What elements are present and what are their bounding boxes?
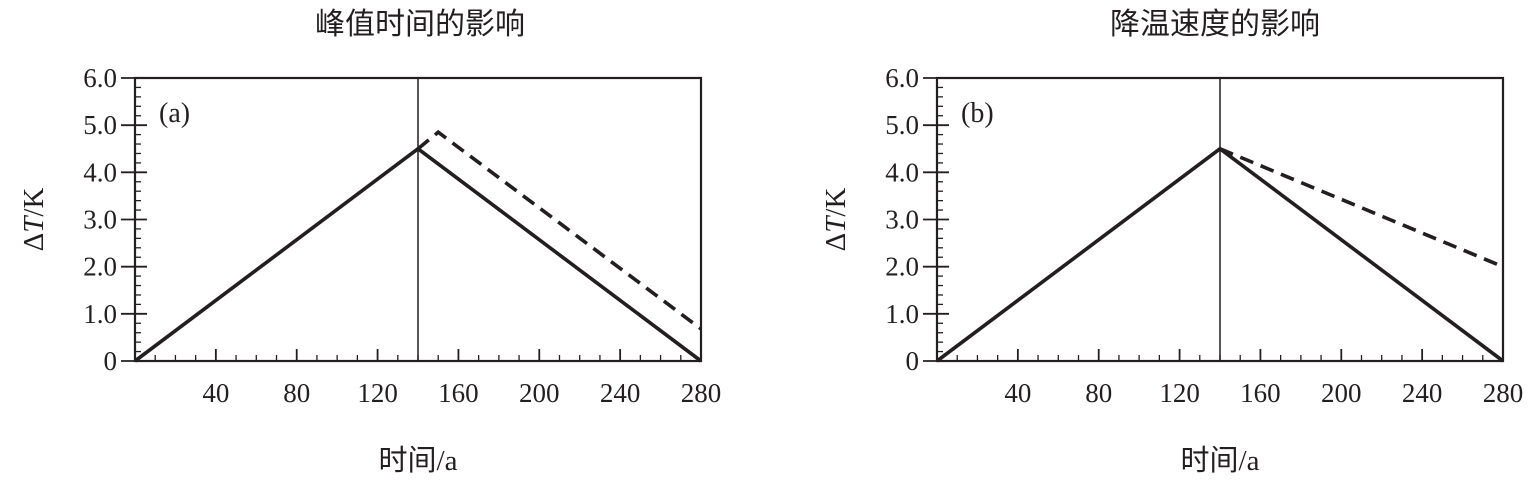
y-axis-label: ΔT/K	[820, 188, 852, 252]
y-tick-label: 5.0	[885, 110, 919, 140]
chart-panel-a: 峰值时间的影响 40 80 120 160 200 240 280 0 1.0 2.0 3.0 4.0 5…	[18, 8, 721, 477]
y-axis-label: ΔT/K	[18, 188, 50, 252]
panel-label: (a)	[159, 98, 190, 129]
y-tick-label: 4.0	[885, 157, 919, 187]
x-tick-label: 160	[438, 378, 479, 408]
y-tick-label: 4.0	[83, 157, 117, 187]
series-line-dashed	[416, 129, 703, 331]
y-tick-label: 0	[906, 346, 920, 376]
x-tick-label: 240	[1402, 378, 1443, 408]
y-tick-label: 0	[104, 346, 118, 376]
x-tick-label: 80	[1085, 378, 1112, 408]
x-tick-label: 40	[1004, 378, 1031, 408]
chart-title: 降温速度的影响	[1110, 8, 1320, 41]
chart-title: 峰值时间的影响	[315, 8, 525, 41]
y-axis-label-unit: /K	[18, 188, 50, 217]
y-axis-label-unit: /K	[820, 188, 852, 217]
x-tick-label: 40	[202, 378, 229, 408]
x-tick-label: 80	[283, 378, 310, 408]
x-tick-label: 200	[519, 378, 560, 408]
y-tick-label: 5.0	[83, 110, 117, 140]
y-tick-label: 3.0	[885, 205, 919, 235]
y-tick-label: 3.0	[83, 205, 117, 235]
y-axis-label-delta: Δ	[18, 233, 50, 252]
x-tick-label: 200	[1321, 378, 1362, 408]
y-axis-label-variable: T	[18, 215, 50, 233]
y-minor-ticks	[135, 86, 141, 353]
x-tick-label: 120	[357, 378, 398, 408]
y-tick-label: 2.0	[885, 252, 919, 282]
y-axis-label-delta: Δ	[820, 233, 852, 252]
y-axis-label-variable: T	[820, 215, 852, 233]
y-tick-label: 6.0	[83, 63, 117, 93]
y-tick-label: 1.0	[885, 299, 919, 329]
y-tick-label: 2.0	[83, 252, 117, 282]
panel-label: (b)	[961, 98, 994, 129]
series-line-dashed	[1219, 147, 1504, 269]
x-tick-label: 120	[1159, 378, 1200, 408]
x-axis-label: 时间/a	[1181, 444, 1260, 477]
y-tick-label: 6.0	[885, 63, 919, 93]
x-tick-label: 160	[1240, 378, 1281, 408]
x-tick-label: 280	[681, 378, 722, 408]
x-tick-label: 240	[600, 378, 641, 408]
x-axis-label: 时间/a	[379, 444, 458, 477]
x-tick-label: 280	[1483, 378, 1524, 408]
y-tick-label: 1.0	[83, 299, 117, 329]
chart-panel-b: 降温速度的影响 40 80 120 160 200 240 280 0 1.0 2.0 3.0 4.0 5…	[820, 8, 1523, 477]
